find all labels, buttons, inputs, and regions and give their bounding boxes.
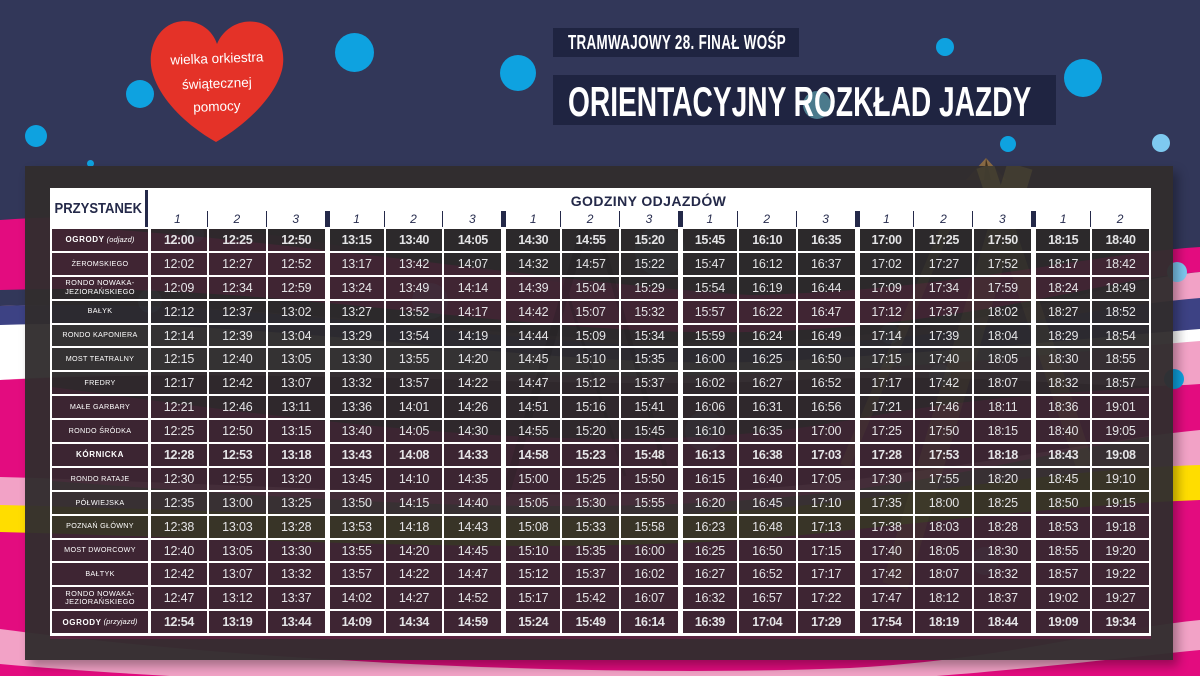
svg-text:świątecznej: świątecznej [182,75,252,92]
svg-text:pomocy: pomocy [193,98,241,115]
svg-text:wielka orkiestra: wielka orkiestra [169,49,264,67]
